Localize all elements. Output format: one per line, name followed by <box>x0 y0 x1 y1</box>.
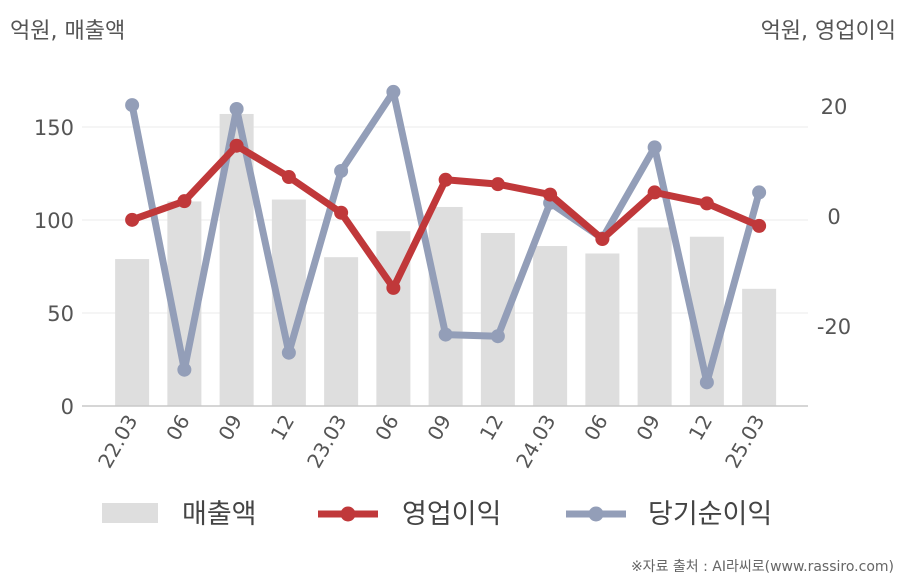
operating-profit-point <box>125 212 140 227</box>
operating-profit-point <box>229 138 244 153</box>
x-tick-label: 23.03 <box>302 411 351 473</box>
operating-profit-point <box>647 185 662 200</box>
revenue-bar <box>324 257 359 406</box>
x-tick-label: 06 <box>579 411 613 445</box>
operating-profit-point <box>490 177 505 192</box>
right-axis-title: 억원, 영업이익 <box>761 19 896 44</box>
net-income-point <box>490 329 505 344</box>
x-tick-label: 24.03 <box>511 411 560 473</box>
right-tick-label: 20 <box>821 95 848 119</box>
net-income-point <box>125 98 140 113</box>
right-tick-label: -20 <box>817 315 851 339</box>
revenue-bar <box>533 246 568 406</box>
left-tick-label: 150 <box>34 116 74 140</box>
net-income-point <box>177 362 192 377</box>
operating-profit-point <box>177 194 192 209</box>
left-tick-label: 0 <box>61 395 74 419</box>
legend-label-net-income: 당기순이익 <box>648 499 772 530</box>
x-tick-label: 22.03 <box>93 411 142 473</box>
operating-profit-point <box>543 187 558 202</box>
operating-profit-point <box>699 196 714 211</box>
net-income-point <box>699 375 714 390</box>
x-tick-label: 09 <box>631 411 665 445</box>
legend-swatch-revenue <box>102 503 158 523</box>
left-tick-label: 50 <box>47 302 74 326</box>
operating-profit-point <box>281 170 296 185</box>
net-income-point <box>281 345 296 360</box>
revenue-bar <box>742 288 777 406</box>
revenue-bar <box>637 227 672 406</box>
operating-profit-point <box>334 205 349 220</box>
revenue-bar <box>428 206 463 406</box>
legend-marker-net-income <box>588 506 604 522</box>
net-income-point <box>647 140 662 155</box>
legend-label-operating-profit: 영업이익 <box>402 499 501 530</box>
revenue-bar <box>585 253 620 406</box>
left-tick-label: 100 <box>34 209 74 233</box>
operating-profit-point <box>752 218 767 233</box>
x-tick-label: 06 <box>161 411 195 445</box>
operating-profit-point <box>595 232 610 247</box>
operating-profit-point <box>438 172 453 187</box>
net-income-point <box>438 327 453 342</box>
legend-label-revenue: 매출액 <box>182 499 257 530</box>
legend-marker-operating-profit <box>340 506 356 522</box>
net-income-point <box>229 101 244 116</box>
net-income-point <box>752 185 767 200</box>
x-tick-label: 12 <box>266 411 300 445</box>
revenue-bar <box>480 233 515 406</box>
line-series <box>125 84 767 390</box>
right-tick-label: 0 <box>827 205 840 229</box>
x-tick-label: 09 <box>213 411 247 445</box>
net-income-point <box>386 84 401 99</box>
x-tick-label: 12 <box>684 411 718 445</box>
net-income-point <box>334 163 349 178</box>
revenue-bar <box>115 259 150 406</box>
left-axis-title: 억원, 매출액 <box>10 19 125 44</box>
x-tick-label: 12 <box>475 411 509 445</box>
source-note: ※자료 출처 : AI라씨로(www.rassiro.com) <box>631 559 894 575</box>
x-tick-label: 06 <box>370 411 404 445</box>
x-tick-label: 25.03 <box>720 411 769 473</box>
x-tick-label: 09 <box>422 411 456 445</box>
operating-profit-point <box>386 280 401 295</box>
